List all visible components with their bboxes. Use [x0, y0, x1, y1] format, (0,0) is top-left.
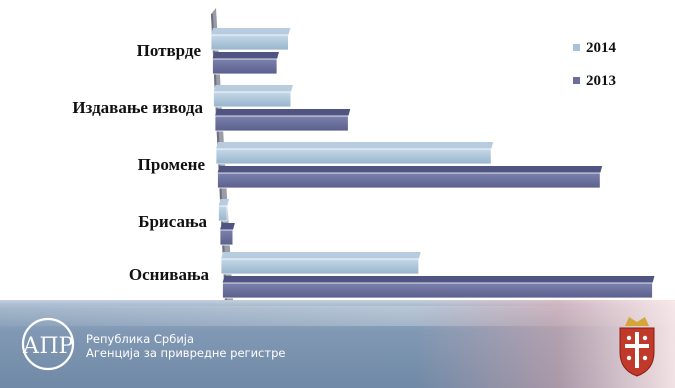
bar-top-face — [213, 85, 293, 92]
bar-top-face — [212, 52, 279, 59]
agency-line-1: Република Србија — [86, 332, 195, 346]
category-label-1: Издавање извода — [72, 98, 203, 117]
bar-2013-1 — [214, 109, 351, 132]
bar-2013-2 — [217, 166, 603, 189]
bar-front-face — [222, 282, 653, 299]
agency-name: Република Србија Агенција за привредне р… — [86, 332, 285, 360]
bar-front-face — [214, 115, 349, 132]
bar-front-face — [217, 172, 601, 189]
bar-2014-3 — [218, 199, 230, 222]
category-label-0: Потврде — [137, 41, 202, 60]
bar-2014-4 — [220, 252, 421, 275]
apr-logo-icon: АПР — [21, 317, 75, 371]
bar-2013-3 — [219, 223, 235, 246]
bar-2014-0 — [210, 28, 291, 51]
category-label-3: Брисања — [138, 212, 207, 231]
bar-top-face — [221, 252, 421, 259]
bar-2014-1 — [213, 85, 293, 108]
bar-chart: Потврде Издавање извода Промене Брисања Осни… — [72, 8, 655, 300]
bar-2013-4 — [222, 276, 655, 299]
bar-front-face — [213, 91, 292, 108]
bar-front-face — [218, 205, 228, 222]
bar-front-face — [212, 58, 278, 75]
serbian-coat-of-arms-icon — [619, 317, 655, 377]
bar-front-face — [219, 229, 234, 246]
category-labels-group: Потврде Издавање извода Промене Брисања Осни… — [72, 41, 209, 284]
category-label-2: Промене — [138, 155, 206, 174]
footer-banner: АПР Република Србија Агенција за привред… — [0, 300, 675, 388]
bar-front-face — [210, 34, 289, 51]
bar-2014-2 — [215, 142, 494, 165]
bar-top-face — [218, 199, 230, 206]
bar-top-face — [217, 166, 603, 173]
svg-text:АПР: АПР — [23, 334, 74, 359]
category-label-4: Оснивања — [129, 265, 210, 284]
bar-2013-0 — [212, 52, 279, 75]
bar-top-face — [216, 142, 494, 149]
bars-group — [210, 28, 655, 299]
bar-top-face — [222, 276, 655, 283]
legend-label-2014: 2014 — [586, 40, 617, 56]
legend-swatch-2014 — [573, 44, 580, 51]
agency-line-2: Агенција за привредне регистре — [86, 346, 286, 360]
legend-swatch-2013 — [573, 77, 580, 84]
bar-top-face — [215, 109, 351, 116]
legend: 2014 2013 — [573, 40, 617, 89]
bar-top-face — [211, 28, 291, 35]
bar-top-face — [220, 223, 235, 230]
legend-label-2013: 2013 — [586, 73, 616, 89]
bar-front-face — [215, 148, 492, 165]
bar-front-face — [220, 258, 420, 275]
